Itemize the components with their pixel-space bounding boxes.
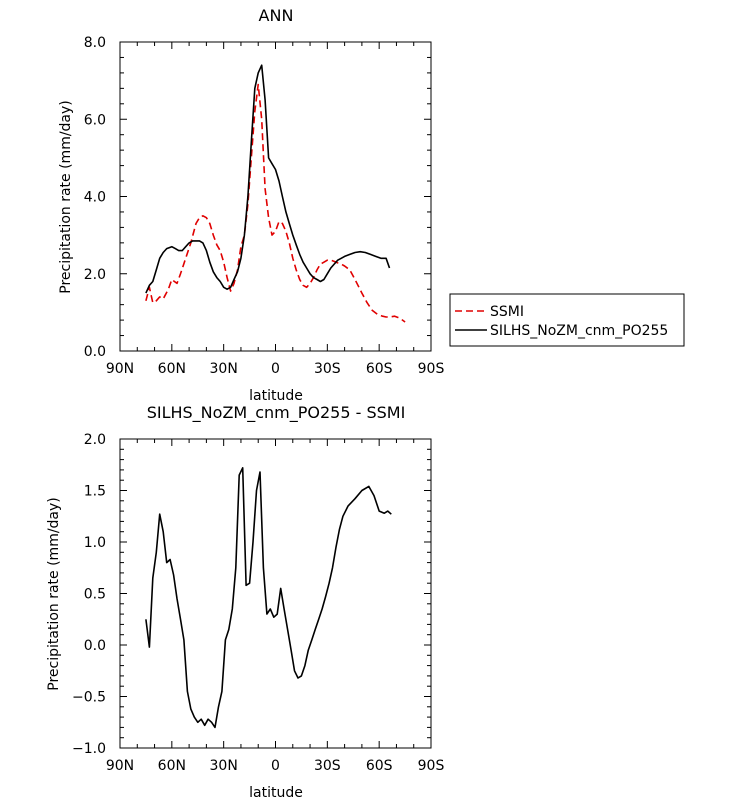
x-tick-label: 90S	[418, 758, 445, 774]
x-tick-label: 30S	[314, 758, 341, 774]
chart-annual-precip: ANN Precipitation rate (mm/day) latitude…	[58, 6, 444, 404]
x-tick-label: 90S	[418, 361, 445, 377]
y-tick-label: 8.0	[84, 35, 106, 51]
y-tick-label: 0.5	[84, 587, 106, 603]
x-tick-label: 90N	[106, 758, 134, 774]
x-tick-label: 60N	[158, 758, 186, 774]
plot-area: 90N 60N 30N 0 30S 60S 90S 0.0 2.0 4.0 6.0 8.0	[84, 35, 445, 377]
y-axis-label: Precipitation rate (mm/day)	[46, 497, 62, 691]
x-tick-label: 60S	[366, 758, 393, 774]
y-tick-label: 0.0	[84, 638, 106, 654]
y-tick-label: 4.0	[84, 190, 106, 206]
y-tick-label: 6.0	[84, 112, 106, 128]
legend: SSMI SILHS_NoZM_cnm_PO255	[449, 293, 685, 347]
y-tick-label: 2.0	[84, 267, 106, 283]
x-tick-label: 60S	[366, 361, 393, 377]
series-line-0-0	[145, 83, 406, 323]
y-tick-label: −0.5	[72, 690, 106, 706]
chart-title: ANN	[259, 6, 294, 25]
legend-label-ssmi: SSMI	[490, 304, 524, 320]
y-axis-label: Precipitation rate (mm/day)	[58, 100, 74, 294]
chart-title: SILHS_NoZM_cnm_PO255 - SSMI	[147, 403, 406, 423]
chart-difference: SILHS_NoZM_cnm_PO255 - SSMI Precipitatio…	[46, 403, 444, 801]
y-tick-label: 0.0	[84, 344, 106, 360]
x-axis-label: latitude	[249, 388, 303, 404]
y-tick-label: 1.5	[84, 484, 106, 500]
x-tick-label: 0	[271, 758, 280, 774]
x-tick-label: 90N	[106, 361, 134, 377]
plot-frame	[119, 438, 432, 749]
x-tick-label: 60N	[158, 361, 186, 377]
x-tick-label: 30N	[210, 758, 238, 774]
legend-label-silhs: SILHS_NoZM_cnm_PO255	[490, 323, 668, 339]
x-tick-label: 30N	[210, 361, 238, 377]
plot-frame	[119, 41, 432, 352]
x-axis-label: latitude	[249, 785, 303, 801]
x-tick-label: 30S	[314, 361, 341, 377]
y-tick-label: 2.0	[84, 432, 106, 448]
series-line-0-1	[145, 64, 391, 294]
y-tick-label: −1.0	[72, 741, 106, 757]
x-tick-label: 0	[271, 361, 280, 377]
plot-area: 90N 60N 30N 0 30S 60S 90S −1.0 −0.5 0.0 0.5 1.0 1.5 2…	[72, 432, 444, 774]
legend-box	[449, 293, 685, 347]
y-tick-label: 1.0	[84, 535, 106, 551]
series-line-1-0	[145, 466, 392, 729]
